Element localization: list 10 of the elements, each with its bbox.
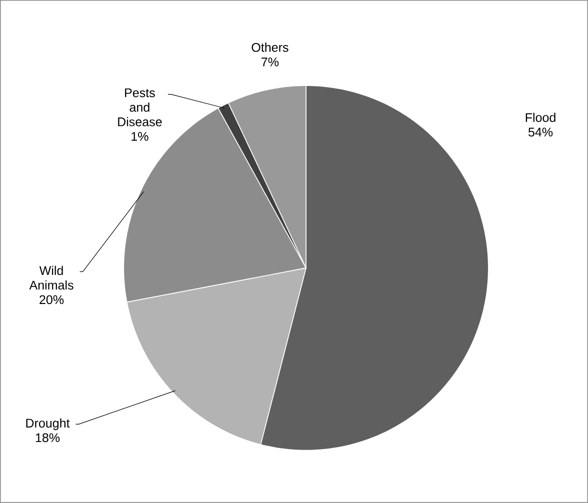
data-label: 54% [528, 128, 553, 137]
slice-label: Flood [526, 112, 556, 122]
data-label: 20% [40, 295, 64, 304]
data-label: 1% [132, 132, 148, 141]
data-label: 18% [36, 433, 60, 442]
data-label: 7% [262, 58, 279, 66]
slice-label: Drought [26, 418, 70, 430]
slice-label: Others [252, 42, 288, 52]
slice-label: Wild Animals [29, 266, 74, 290]
slice-label: Pests and Disease [118, 88, 162, 126]
